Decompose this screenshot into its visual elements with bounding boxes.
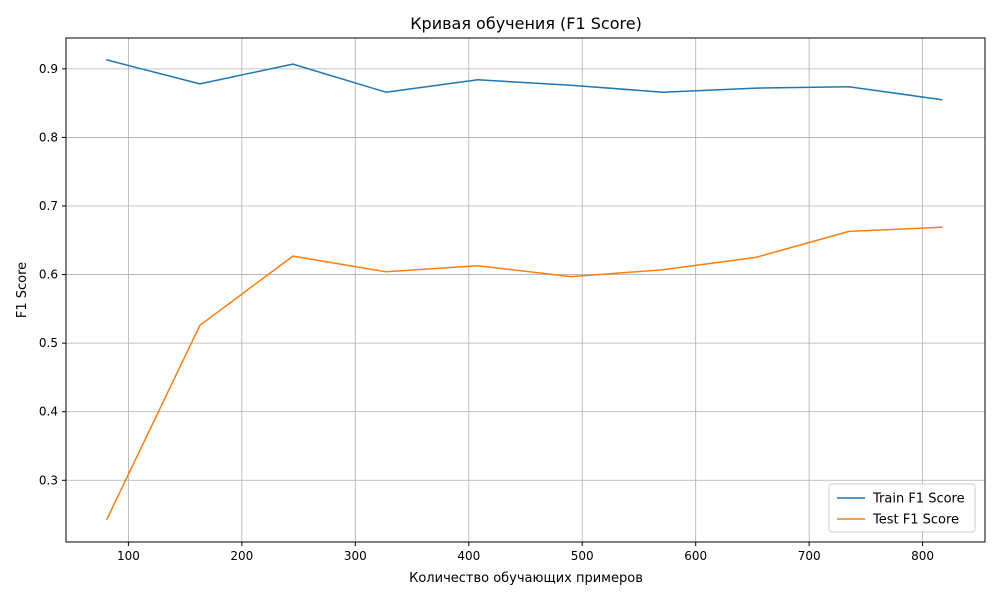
- x-tick-label: 500: [571, 549, 594, 563]
- series-line-train: [106, 59, 943, 101]
- axis-ticks: 100 200 300 400 500 600 700 800 0.3 0.4 0.5 0.6 0.7 0…: [39, 62, 934, 563]
- x-tick-label: 600: [684, 549, 707, 563]
- legend-label: Test F1 Score: [872, 513, 959, 528]
- y-tick-label: 0.7: [39, 199, 58, 213]
- plot-frame: [65, 37, 986, 543]
- x-tick-label: 200: [230, 549, 253, 563]
- legend-box: [828, 483, 976, 533]
- y-tick-label: 0.6: [39, 268, 58, 282]
- x-tick-label: 100: [117, 549, 140, 563]
- x-tick-label: 300: [344, 549, 367, 563]
- series-lines: [106, 59, 943, 521]
- y-tick-label: 0.3: [39, 473, 58, 487]
- y-tick-label: 0.9: [39, 62, 58, 76]
- chart-title: Кривая обучения (F1 Score): [410, 14, 642, 33]
- x-tick-label: 700: [798, 549, 821, 563]
- y-tick-label: 0.5: [39, 336, 58, 350]
- grid-lines: [66, 38, 985, 542]
- x-axis-label: Количество обучающих примеров: [409, 571, 643, 586]
- x-tick-label: 400: [457, 549, 480, 563]
- series-line-test: [106, 226, 943, 521]
- x-tick-label: 800: [911, 549, 934, 563]
- legend-label: Train F1 Score: [872, 492, 965, 507]
- legend: Train F1 Score Test F1 Score: [828, 483, 976, 533]
- y-axis-label: F1 Score: [15, 262, 30, 318]
- y-tick-label: 0.8: [39, 130, 58, 144]
- y-tick-label: 0.4: [39, 405, 58, 419]
